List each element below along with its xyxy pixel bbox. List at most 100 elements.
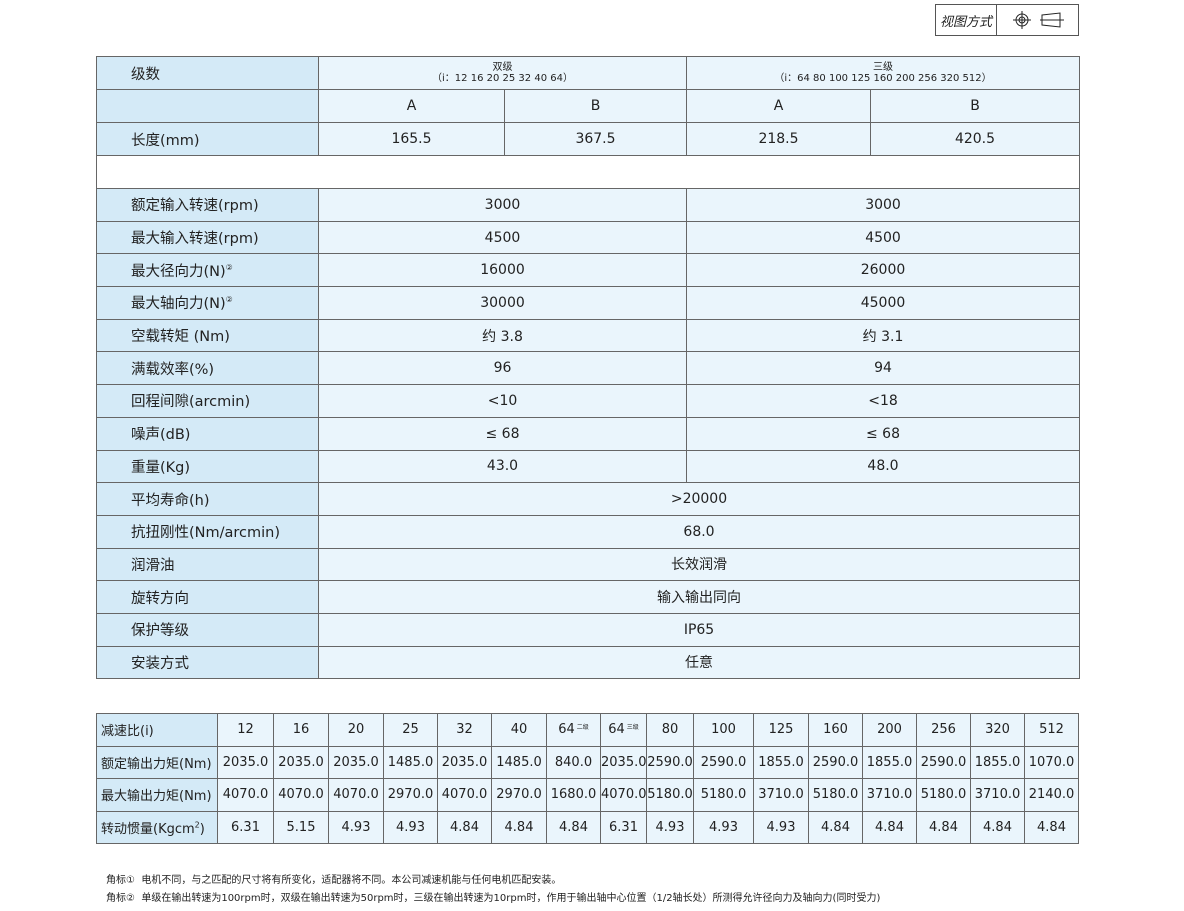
row-label: 空载转矩 (Nm) <box>96 318 319 353</box>
table-row: 回程间隙(arcmin) <10 <18 <box>96 384 1081 418</box>
label-text: 最大径向力(N) <box>131 263 226 280</box>
table-cell: 旋转方向 <box>96 580 319 614</box>
table-cell: 保护等级 <box>96 612 319 647</box>
row-label: 重量(Kg) <box>96 449 319 484</box>
table-cell: 抗扭刚性(Nm/arcmin) <box>96 514 319 549</box>
table-row: 满载效率(%) 96 94 <box>96 351 1081 386</box>
table-cell: 30000 <box>318 286 687 320</box>
three-stage-ratios: （i：64 80 100 125 160 200 256 320 512） <box>774 73 992 84</box>
note-text: 电机不同，与之匹配的尺寸将有所变化，适配器将不同。本公司减速机能与任何电机匹配安… <box>141 875 562 886</box>
table-cell: 2035.0 <box>437 745 492 779</box>
row-label: 转动惯量(Kgcm2) <box>96 810 218 844</box>
table-cell: 4500 <box>318 220 687 255</box>
table-row: 噪声(dB) ≤ 68 ≤ 68 <box>96 416 1081 451</box>
table-cell: 4.93 <box>383 810 438 844</box>
table-cell: 2035.0 <box>273 745 329 779</box>
table-row: 空载转矩 (Nm) 约 3.8 约 3.1 <box>96 318 1081 353</box>
table-cell: B <box>869 89 1081 123</box>
row-label: 最大径向力(N)② <box>96 253 319 288</box>
stage-label: 级数 <box>96 56 319 90</box>
table-cell: 1855.0 <box>970 745 1025 779</box>
two-stage-ratios: （i：12 16 20 25 32 40 64） <box>432 73 573 84</box>
table-cell: 840.0 <box>546 745 601 779</box>
label-text: 最大轴向力(N) <box>131 296 226 313</box>
table-cell: IP65 <box>317 612 1081 647</box>
ratio-value: 12 <box>237 722 254 738</box>
table-cell: 4.93 <box>753 810 809 844</box>
table-cell: 平均寿命(h) <box>96 482 319 516</box>
view-mode-label: 视图方式 <box>936 5 997 35</box>
note-mark: 角标① <box>106 875 135 886</box>
table-cell: 4.84 <box>916 810 971 844</box>
row-label: 最大轴向力(N)② <box>96 286 319 320</box>
three-stage-header: 三级 （i：64 80 100 125 160 200 256 320 512） <box>685 56 1081 90</box>
ratio-cell: 125 <box>753 713 809 747</box>
table-cell: 4.93 <box>693 810 754 844</box>
table-cell: A <box>318 89 505 123</box>
table-cell: 4.84 <box>808 810 863 844</box>
table-cell: 5.15 <box>273 810 329 844</box>
row-label: 噪声(dB) <box>96 416 319 451</box>
table-cell: ≤ 68 <box>685 416 1081 451</box>
table-cell: 4.84 <box>491 810 547 844</box>
table-row: 最大输出力矩(Nm) 4070.0 4070.0 4070.0 2970.0 4070.0… <box>96 778 1079 812</box>
note-mark: 角标② <box>106 893 135 904</box>
ratio-value: 16 <box>292 722 310 738</box>
table-cell: 5180.0 <box>693 778 754 812</box>
ratio-cell: 512 <box>1024 713 1079 747</box>
table-cell: 43.0 <box>318 449 687 484</box>
table-cell: 4070.0 <box>273 778 329 812</box>
ratio-value: 64 <box>558 722 575 738</box>
footnote-mark: ② <box>225 262 233 272</box>
table-row: 额定输出力矩(Nm) 2035.0 2035.0 2035.0 1485.0 2035.0… <box>96 745 1079 779</box>
ratio-cell: 32 <box>437 713 492 747</box>
ratio-cell: 20 <box>328 713 384 747</box>
table-row: 平均寿命(h) >20000 <box>96 482 1081 516</box>
note-text: 单级在输出转速为100rpm时，双级在输出转速为50rpm时，三级在输出转速为1… <box>141 893 881 904</box>
label-end: ) <box>199 821 205 837</box>
table-cell: 1485.0 <box>383 745 438 779</box>
table-cell: 润滑油 <box>96 547 319 582</box>
ratio-cell: 64 二级 <box>546 713 601 747</box>
table-cell: 4.84 <box>1024 810 1079 844</box>
table-cell: <18 <box>685 384 1081 418</box>
ratio-table: 减速比(i) 12 16 20 25 32 40 64 二级 64 三级 80 100 125 160 200… <box>96 713 1079 844</box>
label-text: 回程间隙(arcmin) <box>131 394 251 411</box>
table-cell: 2035.0 <box>217 745 274 779</box>
label-text: 转动惯量(Kgcm <box>101 821 195 837</box>
table-cell: 3710.0 <box>753 778 809 812</box>
table-cell: 96 <box>318 351 687 386</box>
row-label: 最大输入转速(rpm) <box>96 220 319 255</box>
stage-tag: 三级 <box>626 724 639 732</box>
table-cell: 4500 <box>685 220 1081 255</box>
row-label: 最大输出力矩(Nm) <box>96 778 218 812</box>
table-row: 抗扭刚性(Nm/arcmin) 68.0 <box>96 514 1081 549</box>
table-cell: 1855.0 <box>753 745 809 779</box>
table-cell: A <box>686 89 871 123</box>
table-cell: 420.5 <box>869 122 1081 156</box>
two-stage-title: 双级 <box>492 62 513 73</box>
ratio-value: 80 <box>661 722 679 738</box>
table-cell: 减速比(i) <box>96 713 218 747</box>
ratio-value: 160 <box>823 722 848 738</box>
ratio-cell: 160 <box>808 713 863 747</box>
table-cell: 48.0 <box>685 449 1081 484</box>
table-cell: 4.84 <box>862 810 917 844</box>
ratio-value: 64 <box>608 722 625 738</box>
ratio-value: 32 <box>456 722 473 738</box>
table-cell: 3000 <box>685 188 1081 222</box>
footnote-mark: ② <box>225 295 233 305</box>
table-cell: 输入输出同向 <box>317 580 1081 614</box>
table-cell: 165.5 <box>318 122 505 156</box>
table-cell: >20000 <box>317 482 1081 516</box>
view-mode-box: 视图方式 <box>935 4 1079 36</box>
table-cell: 6.31 <box>217 810 274 844</box>
table-cell: 4.84 <box>546 810 601 844</box>
table-cell: 4.84 <box>437 810 492 844</box>
ratio-cell: 12 <box>217 713 274 747</box>
table-cell: 4.93 <box>328 810 384 844</box>
ratio-cell: 100 <box>693 713 754 747</box>
ratio-value: 200 <box>877 722 902 738</box>
table-cell: 4070.0 <box>437 778 492 812</box>
label-text: 额定输入转速(rpm) <box>131 198 259 215</box>
